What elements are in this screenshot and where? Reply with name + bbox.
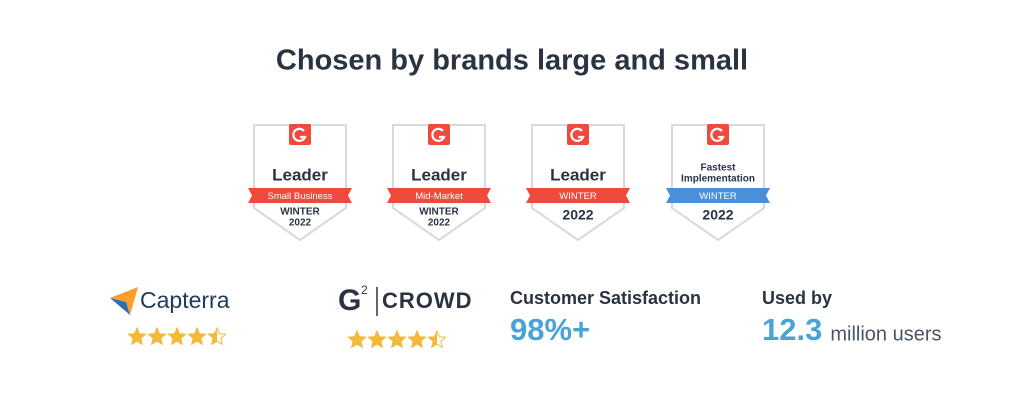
capterra-logo [110, 298, 130, 315]
stat-value: 12.3 [762, 312, 822, 347]
rating-star [207, 326, 227, 346]
badge-ribbon [248, 188, 352, 203]
review-site-name: CROWD [382, 288, 473, 313]
badge-ribbon-text: Small Business [268, 191, 333, 202]
rating-star [347, 329, 367, 349]
badge-ribbon-text: WINTER [559, 191, 597, 202]
badge-season: WINTER [280, 207, 320, 218]
rating-star [127, 326, 147, 346]
section-title: Chosen by brands large and small [276, 45, 748, 77]
g2-logo-glyph [431, 127, 446, 142]
badge-season: WINTER [419, 207, 459, 218]
badge-year: 2022 [562, 207, 593, 223]
rating-star [147, 326, 167, 346]
rating-star [427, 329, 447, 349]
badge-year: 2022 [702, 207, 733, 223]
badge-ribbon-text: WINTER [699, 191, 737, 202]
badge-year: 2022 [289, 218, 312, 229]
badge-ribbon [666, 188, 770, 203]
badge-heading: Leader [550, 165, 606, 184]
review-site-name: Capterra [140, 287, 230, 313]
badge-heading: Leader [411, 165, 467, 184]
g2-mark: G [338, 284, 361, 317]
stat-unit: million users [830, 323, 941, 345]
rating-star [167, 326, 187, 346]
rating-star [387, 329, 407, 349]
badge-heading: Leader [272, 165, 328, 184]
g2-logo-glyph [570, 127, 585, 142]
rating-star [407, 329, 427, 349]
stat-label: Used by [762, 288, 832, 308]
g2-sup: 2 [361, 283, 368, 297]
g2-logo-glyph [292, 127, 307, 142]
rating-star [367, 329, 387, 349]
capterra-logo [110, 287, 138, 315]
badge-ribbon-text: Mid-Market [415, 191, 463, 202]
badge-ribbon [387, 188, 491, 203]
stat-label: Customer Satisfaction [510, 288, 701, 308]
badge-year: 2022 [428, 218, 451, 229]
rating-star [187, 326, 207, 346]
badge-heading: Fastest [700, 163, 736, 174]
badge-ribbon [526, 188, 630, 203]
stat-value: 98%+ [510, 312, 590, 347]
g2-logo-glyph [710, 127, 725, 142]
badge-heading: Implementation [681, 174, 755, 185]
